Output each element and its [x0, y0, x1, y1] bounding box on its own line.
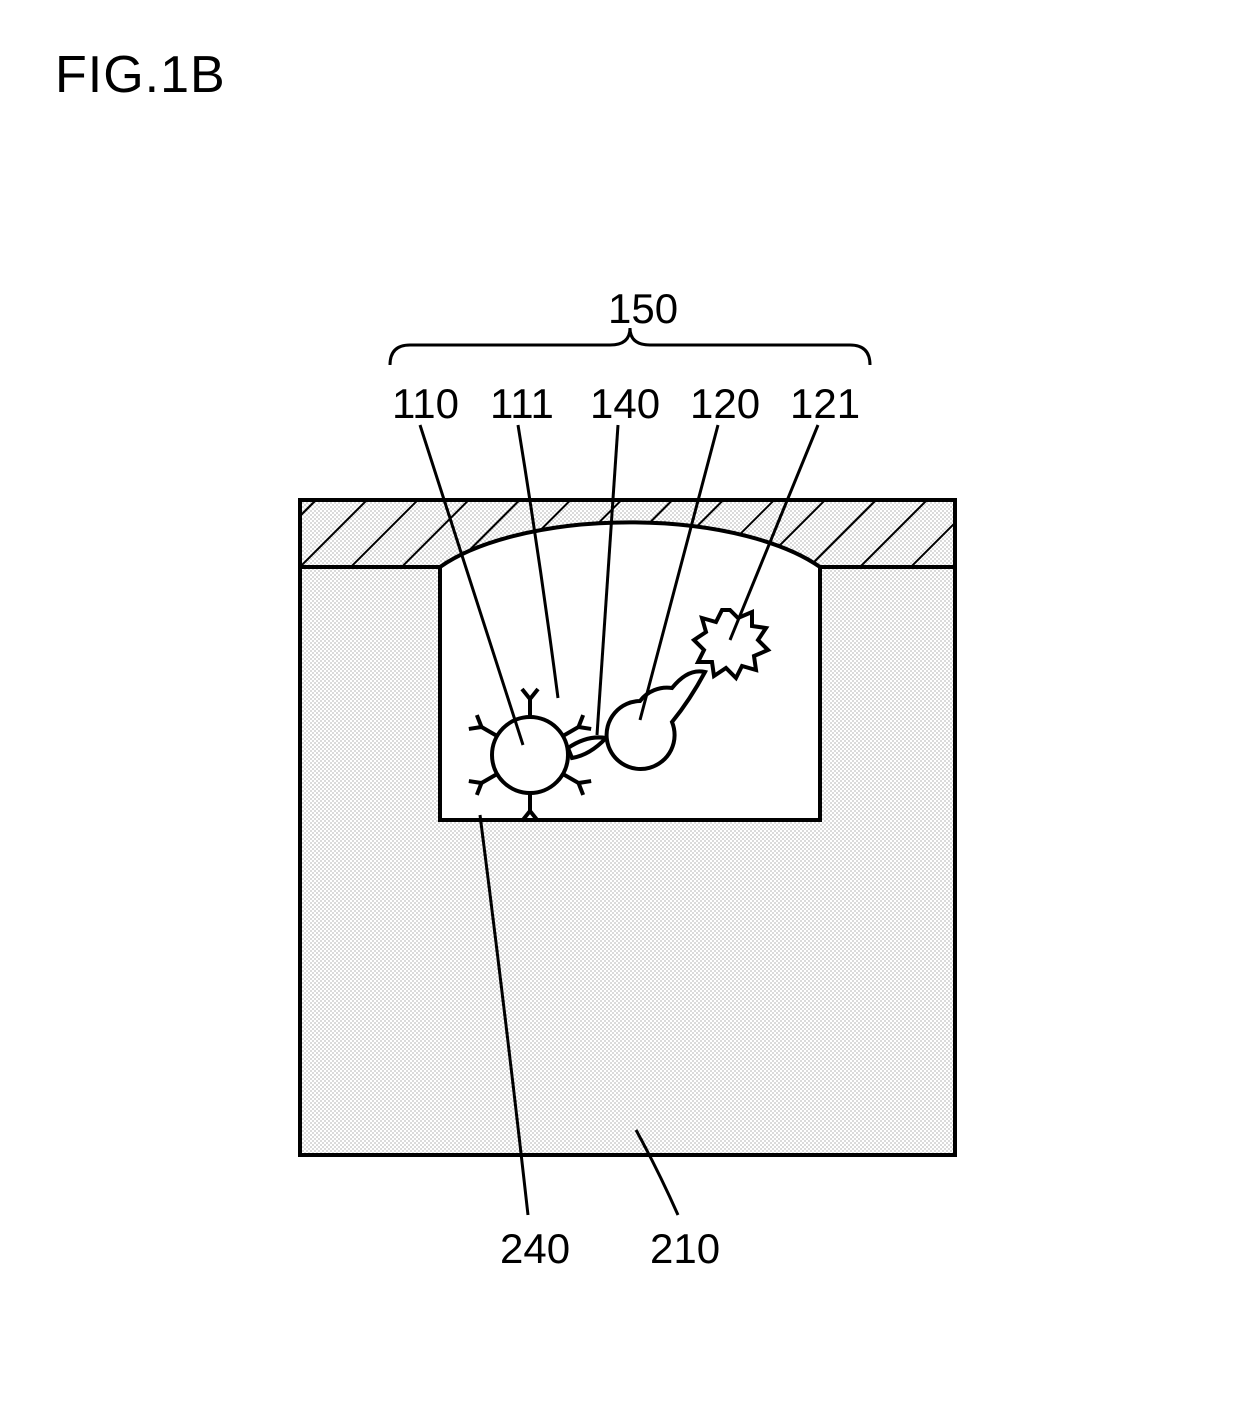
brace-150: [390, 328, 870, 365]
callout-240: 240: [500, 1225, 570, 1273]
figure-canvas: FIG.1B 150 110 111 140 120 121 240 210: [0, 0, 1240, 1407]
callout-121: 121: [790, 380, 860, 428]
figure-svg: [0, 0, 1240, 1407]
figure-title: FIG.1B: [55, 45, 226, 105]
group-label-150: 150: [608, 285, 678, 333]
callout-140: 140: [590, 380, 660, 428]
callout-120: 120: [690, 380, 760, 428]
callout-210: 210: [650, 1225, 720, 1273]
callout-111: 111: [490, 380, 554, 428]
callout-110: 110: [392, 380, 459, 428]
